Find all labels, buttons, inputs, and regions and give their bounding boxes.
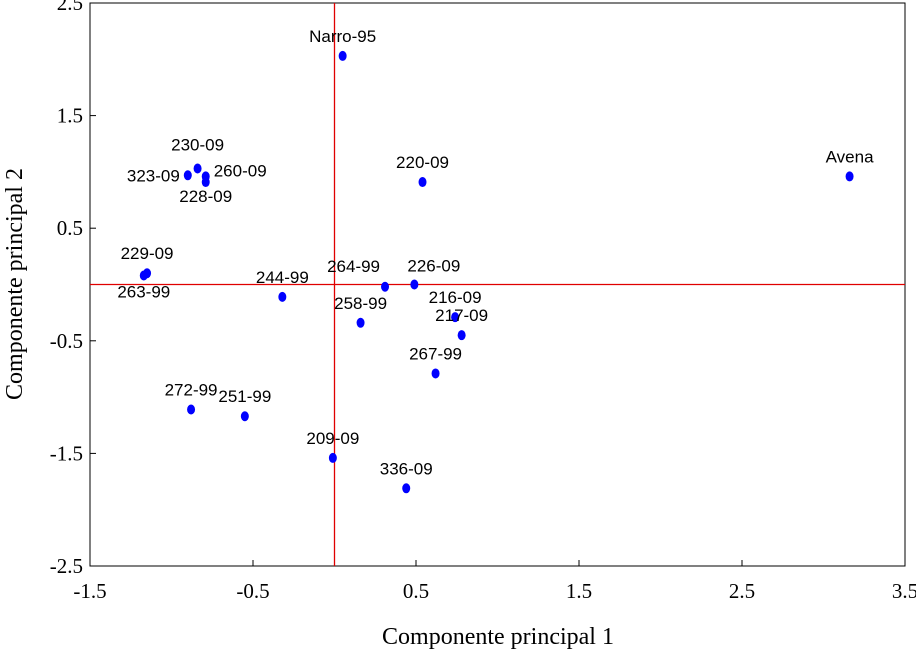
data-point: [201, 177, 210, 188]
point-label: 323-09: [127, 166, 180, 185]
data-point: [410, 279, 419, 290]
point-label: 229-09: [121, 244, 174, 263]
point-label: 216-09: [429, 288, 482, 307]
x-tick-label: -1.5: [73, 579, 106, 603]
y-tick-label: -2.5: [50, 554, 83, 578]
data-point: [328, 452, 337, 463]
y-axis-label: Componente principal 2: [2, 168, 28, 400]
point-label: 258-99: [334, 294, 387, 313]
point-label: 217-09: [435, 306, 488, 325]
point-label: 228-09: [179, 187, 232, 206]
data-point: [338, 50, 347, 61]
data-point: [193, 163, 202, 174]
data-point: [240, 411, 249, 422]
point-label: 260-09: [214, 161, 267, 180]
data-point: [278, 291, 287, 302]
x-tick-label: 0.5: [403, 579, 429, 603]
data-point: [143, 268, 152, 279]
data-point: [845, 171, 854, 182]
point-label: 244-99: [256, 268, 309, 287]
y-tick-label: -1.5: [50, 441, 83, 465]
point-label: 267-99: [409, 344, 462, 363]
point-label: 220-09: [396, 153, 449, 172]
point-label: 263-99: [117, 282, 170, 301]
point-label: 230-09: [171, 136, 224, 155]
point-label: Narro-95: [309, 27, 376, 46]
point-label: 251-99: [218, 387, 271, 406]
data-point: [187, 404, 196, 415]
point-label: 272-99: [165, 380, 218, 399]
y-tick-label: -0.5: [50, 329, 83, 353]
data-point: [431, 368, 440, 379]
data-point: [457, 330, 466, 341]
data-point: [183, 170, 192, 181]
data-point: [402, 483, 411, 494]
x-tick-label: 1.5: [566, 579, 592, 603]
point-label: 336-09: [380, 459, 433, 478]
x-tick-label: 3.5: [892, 579, 916, 603]
data-point: [381, 281, 390, 292]
y-tick-label: 2.5: [57, 0, 83, 15]
point-label: 226-09: [407, 257, 460, 276]
x-tick-label: -0.5: [236, 579, 269, 603]
x-axis-label: Componente principal 1: [382, 624, 614, 650]
point-label: 264-99: [327, 257, 380, 276]
x-tick-label: 2.5: [729, 579, 755, 603]
data-point: [418, 177, 427, 188]
point-label: 209-09: [306, 429, 359, 448]
data-point: [451, 312, 460, 323]
y-tick-label: 0.5: [57, 216, 83, 240]
y-tick-label: 1.5: [57, 104, 83, 128]
data-point: [356, 317, 365, 328]
point-label: Avena: [826, 147, 874, 166]
